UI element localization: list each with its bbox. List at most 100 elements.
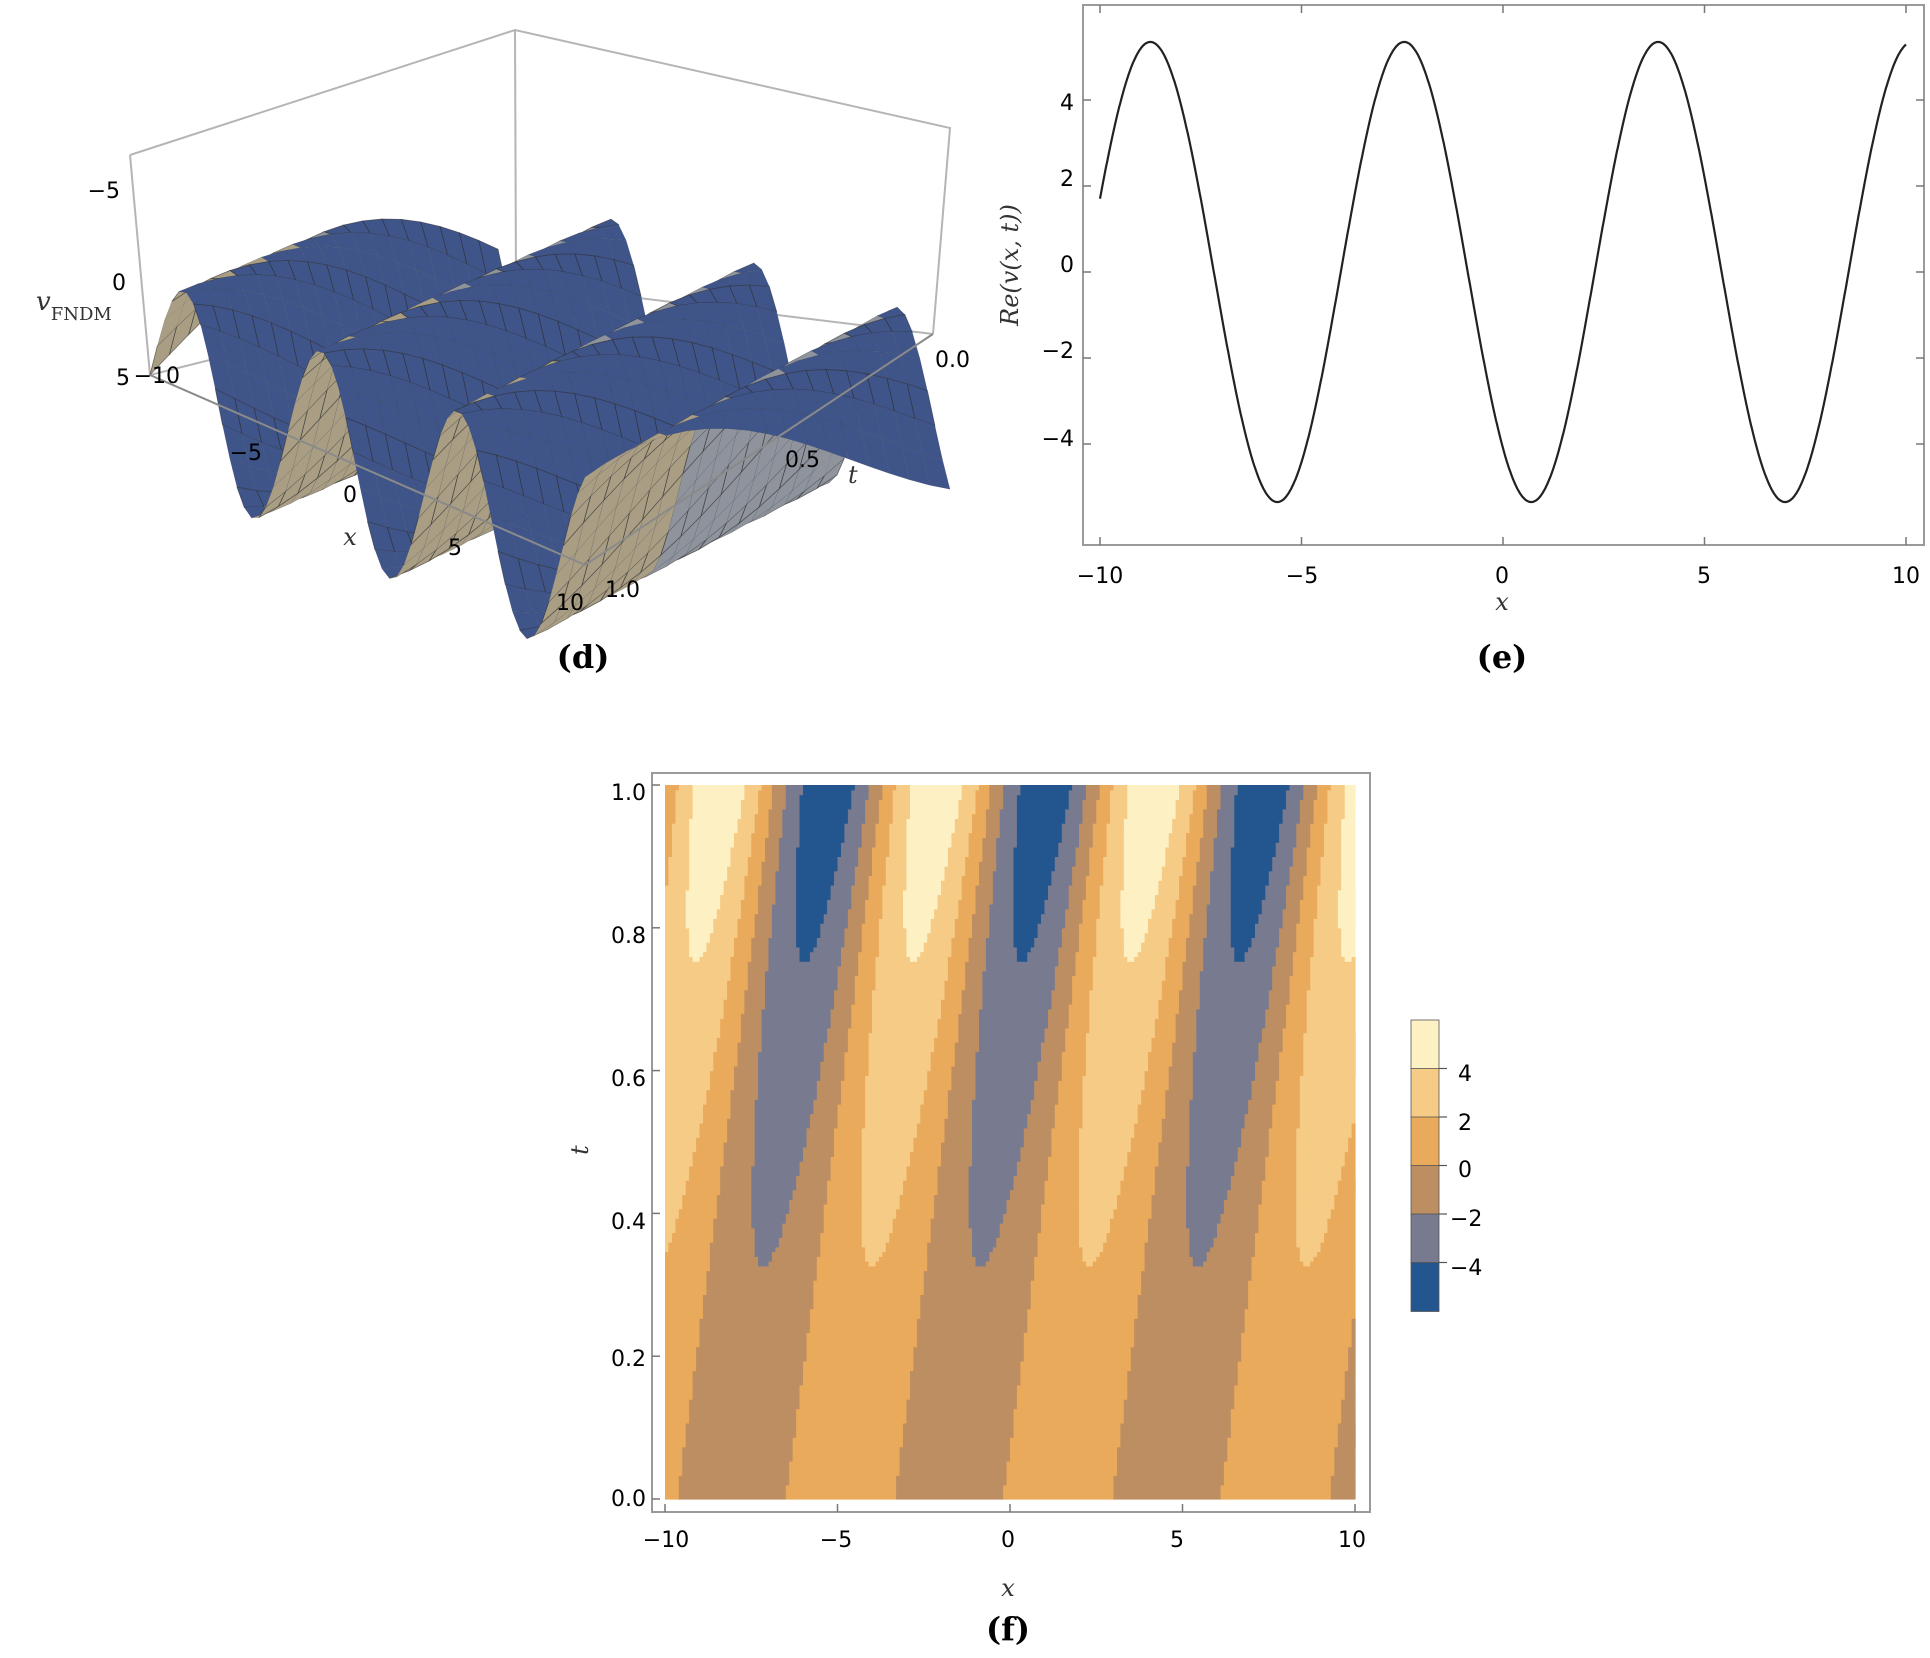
contour-cell [737,918,756,924]
contour-cell [1120,1427,1232,1433]
contour-cell [823,913,849,919]
contour-cell [927,937,952,943]
contour-cell [716,1203,752,1210]
contour-cell [930,1232,973,1238]
contour-cell [1154,1170,1187,1176]
contour-cell [1330,1494,1356,1500]
contour-cell [1234,1394,1346,1400]
contour-cell [803,1146,835,1153]
contour-cell [1341,946,1356,953]
caption-e: (e) [1477,638,1528,676]
contour-cell [1016,946,1032,953]
contour-cell [841,1089,866,1095]
contour-cell [1334,1203,1356,1210]
contour-cell [1027,1123,1056,1129]
contour-cell [882,789,894,796]
contour-cell [1348,1361,1356,1367]
contour-cell [837,980,856,986]
contour-cell [665,1346,697,1353]
contour-cell [1054,861,1077,867]
contour-cell [947,1113,973,1119]
contour-cell [830,1013,852,1019]
contour-cell [1337,913,1356,919]
contour-cell [1327,808,1346,815]
contour-cell [1337,923,1356,929]
contour-cell [982,975,1056,981]
contour-cell [1248,1289,1356,1295]
contour-cell [1158,1008,1180,1015]
contour-cell [1296,937,1315,943]
contour-cell [906,870,946,877]
contour-cell [1144,932,1173,938]
contour-cell [968,1189,1011,1195]
contour-cell [754,818,770,824]
contour-cell [796,1432,904,1438]
contour-cell [751,1222,783,1229]
contour-cell [665,813,676,819]
contour-cell [1134,1123,1163,1129]
contour-cell [961,999,983,1005]
contour-cell [665,870,669,877]
contour-cell [1296,1127,1353,1134]
contour-cell [799,951,811,957]
contour-cell [865,813,880,819]
contour-cell [996,861,1015,867]
contour-cell [1265,1008,1287,1015]
contour-cell [899,1460,1008,1467]
contour-cell [768,937,797,943]
contour-cell [816,1261,870,1267]
contour-cell [730,861,749,867]
contour-cell [1120,904,1156,910]
contour-cell [1165,1103,1191,1110]
contour-cell [1182,980,1201,986]
contour-cell [844,837,863,843]
contour-cell [1334,1460,1356,1467]
contour-cell [665,937,690,943]
contour-cell [1310,1261,1356,1267]
contour-cell [716,1199,752,1205]
contour-cell [1330,1484,1356,1491]
contour-cell [872,865,887,872]
contour-cell [803,1151,835,1157]
contour-cell [1037,1237,1080,1243]
contour-cell [1058,956,1077,962]
contour-cell [958,808,977,815]
contour-cell [1310,984,1356,991]
contour-cell [1051,989,1073,996]
contour-cell [734,1084,759,1091]
contour-cell [844,1070,870,1076]
contour-cell [1320,875,1342,881]
contour-cell [834,1132,863,1138]
contour-cell [806,1127,835,1134]
contour-cell [1196,785,1208,791]
contour-cell [1296,842,1311,848]
contour-cell [720,1018,742,1024]
contour-cell [1158,885,1180,891]
contour-cell [1272,975,1291,981]
contour-cell [1344,956,1353,962]
contour-cell [730,851,752,857]
contour-cell [1189,1156,1239,1162]
contour-cell [713,1232,756,1238]
contour-cell [1189,827,1204,834]
contour-cell [1175,899,1194,905]
contour-cell [941,885,963,891]
contour-cell [1058,1094,1083,1100]
contour-cell [785,1213,825,1219]
contour-cell [1275,1089,1301,1095]
contour-cell [1299,904,1318,910]
contour-cell [1303,875,1322,881]
contour-cell [927,1242,973,1248]
contour-cell [972,913,990,919]
contour-cell [865,1246,887,1253]
contour-cell [1137,1103,1166,1110]
contour-cell [737,932,756,938]
contour-cell [1265,894,1287,900]
contour-cell [706,1099,732,1105]
contour-cell [1051,1151,1080,1157]
contour-cell [1337,1189,1356,1195]
contour-cell [1103,861,1125,867]
contour-cell [889,837,908,843]
contour-cell [892,794,911,800]
line-plot-frame [1082,4,1925,546]
